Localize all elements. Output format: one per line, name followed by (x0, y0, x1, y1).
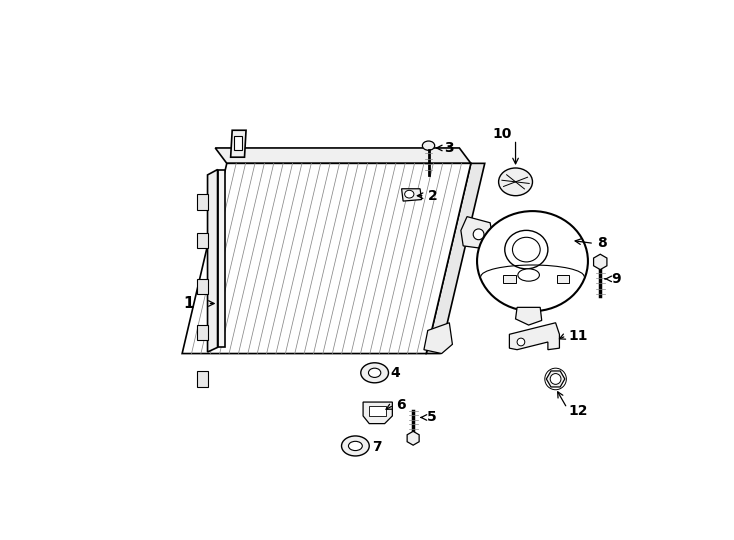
Polygon shape (461, 217, 494, 249)
Polygon shape (217, 170, 225, 347)
Text: 3: 3 (444, 141, 454, 155)
Polygon shape (363, 402, 393, 423)
Text: 11: 11 (569, 329, 588, 343)
Text: 8: 8 (597, 237, 607, 251)
Text: 9: 9 (611, 272, 621, 286)
Polygon shape (234, 136, 242, 150)
Polygon shape (197, 325, 208, 340)
Text: 12: 12 (569, 404, 588, 418)
Ellipse shape (505, 231, 548, 269)
Polygon shape (369, 406, 386, 416)
Ellipse shape (498, 168, 532, 195)
Polygon shape (197, 194, 208, 210)
Text: 4: 4 (390, 366, 401, 380)
Ellipse shape (518, 269, 539, 281)
Ellipse shape (512, 237, 540, 262)
Polygon shape (424, 323, 452, 354)
Text: 10: 10 (493, 127, 512, 141)
Text: 5: 5 (427, 410, 437, 424)
Ellipse shape (368, 368, 381, 377)
Ellipse shape (404, 190, 414, 198)
Polygon shape (515, 307, 542, 325)
Polygon shape (197, 372, 208, 387)
Polygon shape (197, 233, 208, 248)
Polygon shape (208, 170, 217, 352)
Ellipse shape (361, 363, 388, 383)
Polygon shape (504, 275, 515, 283)
Text: 6: 6 (396, 398, 406, 412)
Ellipse shape (473, 229, 484, 240)
Ellipse shape (349, 441, 363, 450)
Polygon shape (557, 275, 570, 283)
Ellipse shape (550, 374, 561, 384)
Polygon shape (230, 130, 246, 157)
Polygon shape (509, 323, 559, 350)
Text: 2: 2 (428, 188, 437, 202)
Text: 7: 7 (372, 440, 382, 454)
Polygon shape (215, 148, 471, 164)
Text: 1: 1 (184, 296, 194, 311)
Polygon shape (401, 189, 421, 201)
Ellipse shape (422, 141, 435, 150)
Polygon shape (197, 279, 208, 294)
Polygon shape (426, 164, 484, 354)
Polygon shape (182, 164, 471, 354)
Ellipse shape (341, 436, 369, 456)
Ellipse shape (477, 211, 588, 311)
Ellipse shape (517, 338, 525, 346)
